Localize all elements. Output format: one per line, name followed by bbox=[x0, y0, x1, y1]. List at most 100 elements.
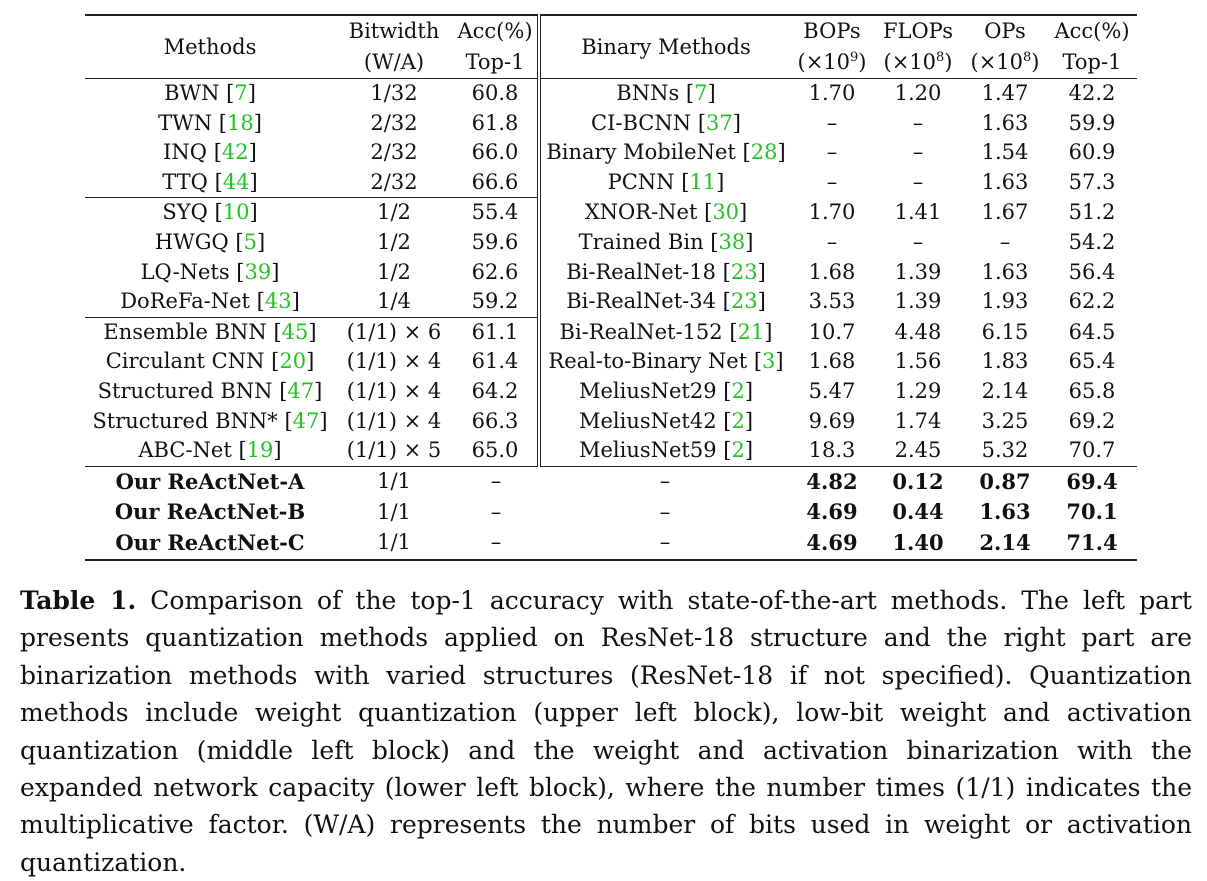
racc-value: 59.9 bbox=[1068, 110, 1116, 135]
binary-method-cell: – bbox=[539, 527, 791, 561]
ops-value: 1.54 bbox=[981, 140, 1029, 165]
method-cell: HWGQ [5] bbox=[154, 229, 266, 254]
binary-method-cell: Bi-RealNet-34 [23] bbox=[537, 287, 791, 318]
ops-cell: – bbox=[963, 228, 1047, 258]
table-row: INQ [42] 2/32 66.0 Binary MobileNet [28] – – 1… bbox=[85, 138, 1137, 168]
ops-cell: 6.15 bbox=[963, 317, 1047, 347]
flops-value: 0.12 bbox=[892, 468, 944, 494]
ops-cell: 2.14 bbox=[963, 377, 1047, 407]
flops-cell: 1.39 bbox=[873, 287, 963, 317]
binary-method-name: MeliusNet42 bbox=[578, 408, 717, 433]
flops-cell: 1.20 bbox=[873, 77, 963, 109]
citation-link: 47 bbox=[287, 378, 315, 403]
flops-cell: 1.29 bbox=[873, 377, 963, 407]
citation-link: 10 bbox=[222, 200, 250, 225]
binary-method-name: BNNs bbox=[616, 81, 680, 105]
binary-method-cell: MeliusNet42 [2] bbox=[537, 406, 791, 437]
binary-method-name: Bi-RealNet-152 bbox=[559, 319, 723, 344]
header-ops: OPs bbox=[963, 14, 1047, 47]
citation-link: 47 bbox=[292, 408, 320, 433]
bops-cell: 10.7 bbox=[791, 317, 873, 347]
racc-cell: 60.9 bbox=[1047, 138, 1137, 168]
ops-value: 1.93 bbox=[981, 289, 1029, 314]
binary-method-name: – bbox=[659, 499, 671, 524]
caption-text: Comparison of the top-1 accuracy with st… bbox=[20, 586, 1192, 877]
method-cell: Structured BNN [47] bbox=[97, 378, 323, 403]
method-cell: TTQ [44] bbox=[162, 169, 258, 194]
citation-link: 42 bbox=[221, 140, 249, 165]
ops-cell: 0.87 bbox=[963, 465, 1047, 498]
binary-method-cell: MeliusNet29 [2] bbox=[537, 376, 791, 407]
acc-cell: 59.6 bbox=[453, 228, 539, 258]
binary-method-name: PCNN bbox=[607, 170, 675, 195]
header-acc-left-unit: Top-1 bbox=[465, 50, 525, 74]
acc-value: – bbox=[490, 469, 502, 494]
bops-value: – bbox=[826, 170, 838, 195]
binary-method-name: CI-BCNN bbox=[591, 110, 692, 135]
flops-cell: 1.74 bbox=[873, 407, 963, 437]
flops-value: – bbox=[912, 229, 924, 254]
citation-link: 7 bbox=[234, 81, 248, 105]
bitwidth-cell: 2/32 bbox=[335, 109, 453, 139]
acc-cell: 65.0 bbox=[453, 436, 539, 466]
bitwidth-value: (1/1) × 4 bbox=[346, 378, 442, 403]
flops-value: 1.39 bbox=[894, 289, 942, 314]
racc-cell: 71.4 bbox=[1047, 527, 1137, 561]
ops-value: 2.14 bbox=[981, 378, 1029, 403]
method-name: DoReFa-Net bbox=[120, 289, 250, 314]
flops-value: 1.39 bbox=[894, 259, 942, 284]
bops-cell: 1.70 bbox=[791, 198, 873, 228]
acc-value: – bbox=[490, 530, 502, 555]
flops-value: – bbox=[912, 140, 924, 165]
ops-cell: 1.63 bbox=[963, 168, 1047, 198]
acc-cell: – bbox=[453, 527, 539, 561]
header-flops: FLOPs bbox=[873, 14, 963, 47]
racc-value: 57.3 bbox=[1068, 170, 1116, 195]
bitwidth-value: 2/32 bbox=[370, 110, 418, 135]
bops-value: 1.68 bbox=[808, 349, 856, 374]
ops-cell: 1.83 bbox=[963, 347, 1047, 377]
bitwidth-value: (1/1) × 6 bbox=[346, 319, 442, 344]
binary-method-cell: – bbox=[539, 465, 791, 498]
bitwidth-cell: (1/1) × 4 bbox=[335, 377, 453, 407]
racc-value: 65.4 bbox=[1068, 349, 1116, 374]
bitwidth-value: 1/4 bbox=[377, 289, 411, 314]
bops-cell: 4.82 bbox=[791, 465, 873, 498]
bops-value: 3.53 bbox=[808, 289, 856, 314]
method-cell: DoReFa-Net [43] bbox=[120, 289, 300, 314]
racc-cell: 70.7 bbox=[1047, 436, 1137, 466]
acc-cell: – bbox=[453, 497, 539, 528]
acc-cell: – bbox=[453, 465, 539, 498]
ops-cell: 3.25 bbox=[963, 407, 1047, 437]
method-cell: LQ-Nets [39] bbox=[140, 259, 280, 284]
binary-method-cell: CI-BCNN [37] bbox=[537, 108, 791, 139]
acc-cell: 61.4 bbox=[453, 347, 539, 377]
bitwidth-cell: 1/4 bbox=[335, 287, 453, 317]
citation-link: 45 bbox=[281, 319, 309, 344]
racc-value: 56.4 bbox=[1068, 259, 1116, 284]
bitwidth-cell: 2/32 bbox=[335, 168, 453, 198]
acc-value: 55.4 bbox=[471, 200, 519, 225]
bops-cell: 1.68 bbox=[791, 258, 873, 288]
binary-method-cell: Real-to-Binary Net [3] bbox=[537, 347, 791, 377]
bitwidth-cell: 1/2 bbox=[335, 197, 453, 228]
citation-link: 38 bbox=[718, 229, 746, 254]
binary-method-cell: XNOR-Net [30] bbox=[537, 197, 791, 228]
bops-value: 4.82 bbox=[806, 468, 858, 494]
method-name: Structured BNN* bbox=[92, 408, 278, 433]
racc-value: 42.2 bbox=[1068, 81, 1116, 105]
ops-value: 2.14 bbox=[979, 529, 1031, 555]
bops-cell: 4.69 bbox=[791, 497, 873, 528]
racc-value: 54.2 bbox=[1068, 229, 1116, 254]
bitwidth-cell: 1/2 bbox=[335, 258, 453, 288]
bops-cell: 3.53 bbox=[791, 287, 873, 317]
binary-method-name: – bbox=[659, 530, 671, 555]
bops-cell: 5.47 bbox=[791, 377, 873, 407]
flops-cell: 1.56 bbox=[873, 347, 963, 377]
acc-cell: 55.4 bbox=[453, 197, 539, 228]
binary-method-cell: Bi-RealNet-18 [23] bbox=[537, 257, 791, 288]
acc-value: 59.6 bbox=[471, 229, 519, 254]
ops-value: 5.32 bbox=[981, 438, 1029, 463]
method-cell: Our ReActNet-B bbox=[85, 497, 335, 528]
ops-cell: 1.67 bbox=[963, 198, 1047, 228]
